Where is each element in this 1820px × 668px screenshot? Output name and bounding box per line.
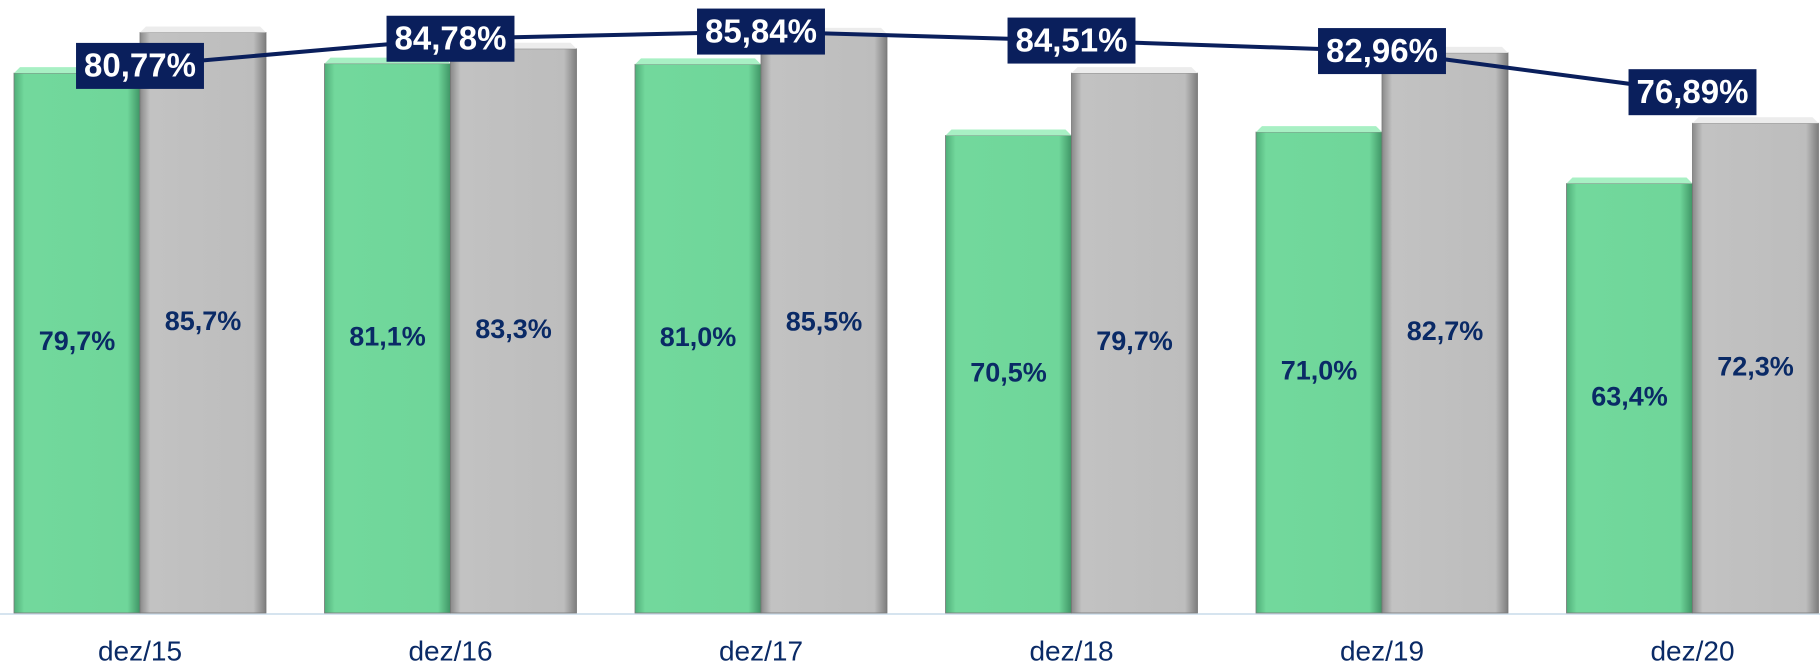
label-box (1318, 28, 1446, 75)
line-label: 76,89% (1637, 73, 1749, 110)
bar (1381, 52, 1509, 614)
data-label: 70,5% (970, 357, 1047, 387)
bar (634, 63, 762, 614)
label-box (1628, 69, 1757, 116)
label-box (697, 8, 825, 55)
bar-cap (1256, 126, 1382, 133)
bar (13, 72, 141, 614)
data-label: 71,0% (1281, 356, 1358, 386)
x-tick-label: dez/16 (408, 635, 492, 666)
x-tick-label: dez/15 (98, 635, 182, 666)
bar (945, 135, 1072, 614)
data-label: 79,7% (1096, 326, 1173, 356)
bar-cap (945, 129, 1072, 136)
data-label: 82,7% (1407, 316, 1484, 346)
bar (450, 48, 577, 614)
bar-cap (635, 58, 761, 65)
bar-cap (140, 26, 266, 33)
data-label: 83,3% (475, 314, 552, 344)
x-tick-label: dez/20 (1650, 635, 1734, 666)
bar (139, 32, 267, 614)
label-box (76, 42, 204, 89)
line-label: 82,96% (1326, 32, 1438, 69)
bar (1255, 131, 1383, 614)
data-label: 63,4% (1591, 381, 1668, 411)
line-label: 85,84% (705, 12, 817, 49)
label-box (1007, 17, 1136, 64)
x-tick-label: dez/18 (1029, 635, 1113, 666)
x-tick-label: dez/19 (1340, 635, 1424, 666)
bar-cap (1692, 117, 1819, 124)
bar (760, 33, 888, 614)
bar-cap (1071, 67, 1198, 74)
data-label: 79,7% (39, 326, 116, 356)
data-label: 81,1% (349, 321, 426, 351)
x-tick-label: dez/17 (719, 635, 803, 666)
bar (1566, 183, 1693, 614)
data-label: 81,0% (660, 322, 737, 352)
line-label: 80,77% (84, 47, 196, 84)
bar-cap (1566, 177, 1693, 184)
bar (1692, 122, 1819, 614)
label-box (386, 15, 515, 62)
line-label: 84,51% (1016, 21, 1128, 58)
data-label: 85,5% (786, 307, 863, 337)
bar (324, 63, 451, 614)
data-label: 72,3% (1717, 351, 1794, 381)
data-label: 85,7% (165, 306, 242, 336)
line-label: 84,78% (395, 19, 507, 56)
